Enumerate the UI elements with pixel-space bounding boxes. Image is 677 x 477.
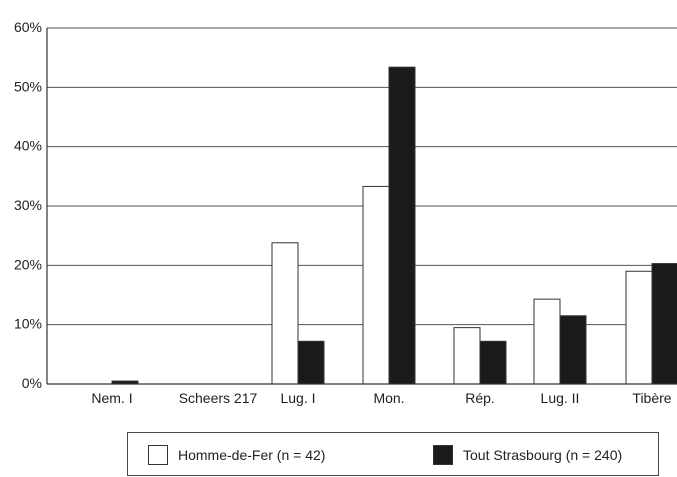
x-tick-label: Mon. xyxy=(373,390,404,406)
legend-swatch-tout-strasbourg xyxy=(433,445,453,465)
y-tick-label: 50% xyxy=(14,78,42,94)
x-tick-label: Scheers 217 xyxy=(179,390,258,406)
bar-homme-de-fer-2 xyxy=(271,242,299,385)
bar-homme-de-fer-4 xyxy=(453,327,481,385)
gridlines xyxy=(47,27,677,326)
legend-item-homme-de-fer: Homme-de-Fer (n = 42) xyxy=(148,445,325,465)
bar-homme-de-fer-5 xyxy=(533,298,561,385)
legend-item-tout-strasbourg: Tout Strasbourg (n = 240) xyxy=(433,445,622,465)
y-tick-label: 60% xyxy=(14,19,42,35)
bar-tout-strasbourg-6 xyxy=(651,263,677,385)
y-tick-labels: 0% 10% 20% 30% 40% 50% 60% xyxy=(14,19,42,391)
bar-tout-strasbourg-2 xyxy=(297,340,325,385)
y-tick-label: 40% xyxy=(14,138,42,154)
y-tick-label: 10% xyxy=(14,316,42,332)
y-tick-label: 20% xyxy=(14,256,42,272)
axes xyxy=(46,28,677,385)
x-tick-label: Tibère xyxy=(632,390,671,406)
x-tick-label: Nem. I xyxy=(91,390,132,406)
legend-label-tout-strasbourg: Tout Strasbourg (n = 240) xyxy=(463,447,623,463)
legend-label-homme-de-fer: Homme-de-Fer (n = 42) xyxy=(178,447,326,463)
x-tick-labels: Nem. I Scheers 217 Lug. I Mon. Rép. Lug. II Ti… xyxy=(91,390,671,406)
x-tick-label: Rép. xyxy=(465,390,495,406)
x-tick-label: Lug. I xyxy=(280,390,315,406)
x-tick-label: Lug. II xyxy=(541,390,580,406)
bar-tout-strasbourg-5 xyxy=(559,315,587,385)
bar-tout-strasbourg-3 xyxy=(388,66,416,385)
legend: Homme-de-Fer (n = 42) Tout Strasbourg (n… xyxy=(127,432,659,476)
y-tick-label: 30% xyxy=(14,197,42,213)
bars xyxy=(111,66,677,385)
bar-chart: 0% 10% 20% 30% 40% 50% 60% Nem. I Scheers 217 Lu… xyxy=(14,19,677,406)
y-tick-label: 0% xyxy=(22,375,42,391)
legend-swatch-homme-de-fer xyxy=(148,445,168,465)
bar-tout-strasbourg-4 xyxy=(479,340,507,385)
bar-homme-de-fer-3 xyxy=(362,185,390,385)
bar-homme-de-fer-6 xyxy=(625,270,653,385)
